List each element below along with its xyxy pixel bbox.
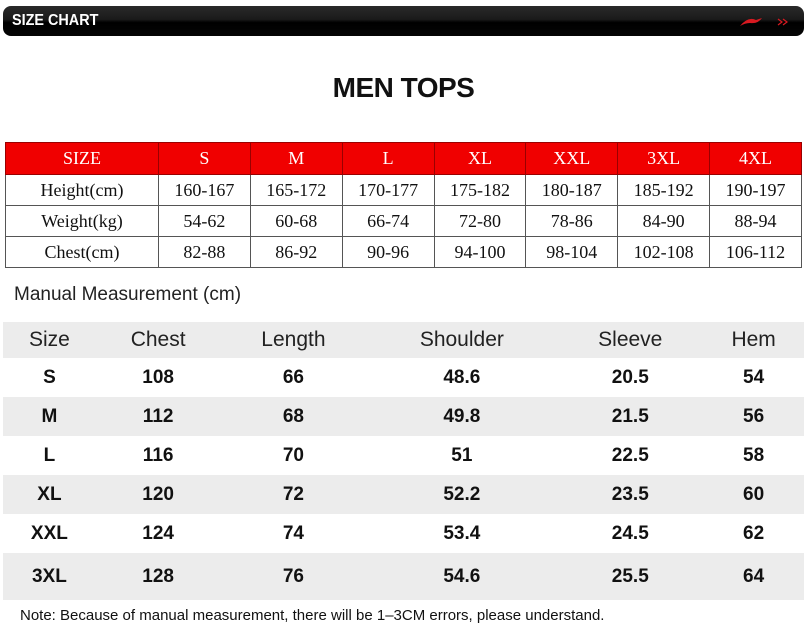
size-label: XL (3, 475, 96, 514)
manual-table-header: Size Chest Length Shoulder Sleeve Hem (3, 322, 804, 358)
measurement-cell: 25.5 (557, 553, 704, 600)
header-cell: M (249, 142, 343, 175)
measurement-cell: 64 (703, 553, 804, 600)
size-chart-header-bar: SIZE CHART (3, 6, 804, 36)
cell: 98-104 (525, 236, 619, 268)
measurement-cell: 116 (142, 444, 174, 466)
cell: 86-92 (249, 236, 343, 268)
header-cell: 4XL (709, 142, 802, 175)
table-row: M 112 68 49.8 21.5 56 (3, 397, 804, 436)
table-row: XXL 124 74 53.4 24.5 62 (3, 514, 804, 553)
measurement-cell: 124 (142, 522, 174, 544)
cell: 165-172 (249, 174, 343, 206)
header-cell: Shoulder (366, 322, 558, 358)
cell: 60-68 (249, 205, 343, 237)
header-cell: Size (3, 322, 96, 358)
measurement-cell: 51 (451, 444, 473, 466)
header-cell: Length (220, 322, 367, 358)
measurement-cell: 23.5 (557, 475, 704, 514)
measurement-cell: 62 (743, 522, 765, 544)
measurement-cell: 76 (220, 553, 367, 600)
li-ning-logo-icon (740, 18, 788, 26)
measurement-cell: 54.6 (366, 553, 558, 600)
table-row: L 116 70 51 22.5 58 (3, 436, 804, 475)
size-table: SIZE S M L XL XXL 3XL 4XL Height(cm) 160… (5, 142, 802, 268)
row-label: Height(cm) (5, 174, 159, 206)
cell: 84-90 (617, 205, 711, 237)
size-label: S (43, 366, 56, 388)
cell: 190-197 (709, 174, 802, 206)
table-row: Weight(kg) 54-62 60-68 66-74 72-80 78-86… (5, 205, 802, 237)
page-title: MEN TOPS (332, 72, 475, 103)
cell: 78-86 (525, 205, 619, 237)
measurement-cell: 52.2 (366, 475, 558, 514)
measurement-cell: 72 (220, 475, 367, 514)
cell: 66-74 (341, 205, 435, 237)
measurement-cell: 24.5 (611, 522, 649, 544)
cell: 106-112 (709, 236, 802, 268)
table-row: XL 120 72 52.2 23.5 60 (3, 475, 804, 514)
cell: 160-167 (158, 174, 251, 206)
manual-measurement-title: Manual Measurement (cm) (14, 284, 242, 305)
measurement-cell: 54 (743, 366, 765, 388)
measurement-cell: 66 (282, 366, 304, 388)
header-cell: XL (433, 142, 527, 175)
cell: 72-80 (433, 205, 527, 237)
header-cell: SIZE (5, 142, 159, 175)
header-cell: 3XL (617, 142, 711, 175)
cell: 170-177 (341, 174, 435, 206)
header-cell: Sleeve (557, 322, 704, 358)
header-cell: XXL (525, 142, 619, 175)
size-label: L (43, 444, 56, 466)
measurement-cell: 22.5 (611, 444, 649, 466)
size-label: 3XL (3, 553, 96, 600)
size-table-header: SIZE S M L XL XXL 3XL 4XL (5, 142, 802, 175)
cell: 185-192 (617, 174, 711, 206)
measurement-cell: 120 (95, 475, 221, 514)
header-title: SIZE CHART (12, 12, 99, 29)
measurement-cell: 48.6 (443, 366, 481, 388)
measurement-cell: 74 (282, 522, 304, 544)
measurement-cell: 49.8 (366, 397, 558, 436)
measurement-cell: 108 (142, 366, 174, 388)
header-cell: Hem (703, 322, 804, 358)
table-row: 3XL 128 76 54.6 25.5 64 (3, 553, 804, 600)
cell: 102-108 (617, 236, 711, 268)
size-label: M (3, 397, 96, 436)
table-row: S 108 66 48.6 20.5 54 (3, 358, 804, 397)
measurement-cell: 112 (95, 397, 221, 436)
row-label: Chest(cm) (5, 236, 159, 268)
manual-measurement-table: Size Chest Length Shoulder Sleeve Hem S 1… (3, 322, 804, 600)
header-cell: Chest (95, 322, 221, 358)
measurement-cell: 68 (220, 397, 367, 436)
measurement-cell: 20.5 (611, 366, 649, 388)
measurement-note: Note: Because of manual measurement, the… (20, 607, 605, 624)
size-label: XXL (30, 522, 68, 544)
measurement-cell: 21.5 (557, 397, 704, 436)
measurement-cell: 128 (95, 553, 221, 600)
cell: 88-94 (709, 205, 802, 237)
cell: 54-62 (158, 205, 251, 237)
cell: 94-100 (433, 236, 527, 268)
table-row: Height(cm) 160-167 165-172 170-177 175-1… (5, 174, 802, 206)
measurement-cell: 56 (703, 397, 804, 436)
header-cell: S (158, 142, 251, 175)
cell: 90-96 (341, 236, 435, 268)
cell: 180-187 (525, 174, 619, 206)
measurement-cell: 70 (282, 444, 304, 466)
header-cell: L (341, 142, 435, 175)
cell: 82-88 (158, 236, 251, 268)
measurement-cell: 58 (743, 444, 765, 466)
measurement-cell: 60 (703, 475, 804, 514)
cell: 175-182 (433, 174, 527, 206)
table-row: Chest(cm) 82-88 86-92 90-96 94-100 98-10… (5, 236, 802, 268)
row-label: Weight(kg) (5, 205, 159, 237)
measurement-cell: 53.4 (443, 522, 481, 544)
